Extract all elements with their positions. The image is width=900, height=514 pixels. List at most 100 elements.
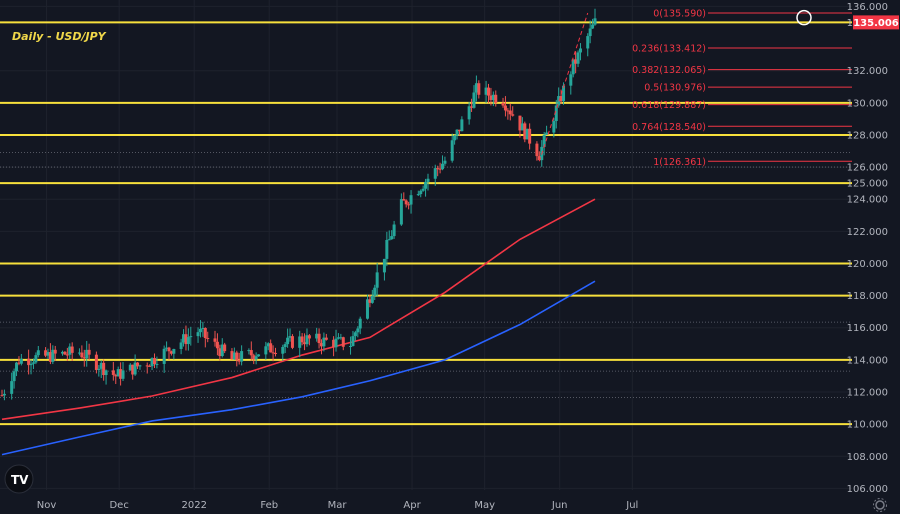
- candle-body: [182, 334, 186, 343]
- horizontal-levels: [0, 21, 852, 426]
- candle-body: [230, 351, 234, 360]
- x-tick-label: 2022: [181, 500, 206, 511]
- candle-body: [528, 128, 532, 144]
- y-tick-label: 114.000: [847, 355, 888, 366]
- fib-level-label: 0.764(128.540): [632, 122, 706, 133]
- candle-body: [358, 318, 362, 329]
- fib-level-label: 0(135.590): [653, 9, 706, 20]
- candle-body: [85, 349, 89, 359]
- candle-body: [288, 336, 292, 338]
- candle-body: [68, 346, 72, 355]
- candle-body: [477, 83, 481, 95]
- candle-body: [511, 114, 515, 116]
- candle-body: [249, 350, 253, 356]
- candle-body: [484, 87, 488, 95]
- y-tick-label: 112.000: [847, 388, 888, 399]
- candle-body: [235, 352, 239, 361]
- candle-body: [368, 299, 372, 303]
- moving-averages: [1, 198, 596, 456]
- candle-body: [373, 287, 377, 296]
- candle-body: [203, 327, 207, 339]
- candle-body: [586, 36, 590, 49]
- candle-body: [305, 335, 309, 345]
- candle-body: [576, 52, 580, 64]
- candle-body: [336, 337, 340, 339]
- candle-body: [114, 374, 118, 377]
- candle-body: [264, 346, 268, 355]
- chart-title: Daily - USD/JPY: [12, 30, 107, 43]
- candle-body: [392, 224, 396, 237]
- candle-body: [545, 132, 549, 135]
- candle-body: [237, 360, 241, 362]
- candle-body: [102, 362, 106, 376]
- candle-body: [578, 48, 582, 53]
- candle-body: [491, 94, 495, 100]
- candle-body: [87, 349, 91, 355]
- candle-body: [390, 236, 394, 240]
- candle-body: [213, 338, 217, 342]
- candle-body: [569, 74, 573, 86]
- candle-body: [82, 357, 86, 359]
- candle-body: [286, 337, 290, 345]
- candle-body: [436, 168, 440, 170]
- candle-body: [467, 106, 471, 120]
- candle-body: [247, 350, 251, 352]
- candle-body: [206, 338, 210, 340]
- candle-body: [29, 363, 33, 366]
- candle-body: [0, 395, 4, 397]
- candle-body: [34, 355, 38, 363]
- candle-body: [303, 342, 307, 345]
- fibonacci-retracement: 0(135.590) 0.236(133.412) 0.382(132.065) 0.…: [538, 9, 852, 168]
- moving-average-line: [1, 280, 596, 456]
- fib-level-label: 0.618(129.887): [632, 100, 706, 111]
- candle-body: [470, 106, 474, 108]
- candle-body: [438, 168, 442, 170]
- candle-body: [356, 328, 360, 333]
- candle-body: [385, 240, 389, 259]
- candle-body: [2, 393, 6, 396]
- candle-body: [453, 135, 457, 141]
- candle-body: [506, 110, 510, 112]
- candle-body: [387, 239, 391, 241]
- candle-body: [494, 94, 498, 103]
- candle-body: [503, 105, 507, 111]
- candle-body: [441, 163, 445, 170]
- y-tick-label: 126.000: [847, 163, 888, 174]
- settings-gear-icon[interactable]: [873, 498, 887, 512]
- candle-body: [218, 348, 222, 357]
- candle-body: [61, 351, 65, 354]
- candle-body: [128, 364, 132, 371]
- candle-body: [508, 110, 512, 115]
- candle-body: [63, 351, 67, 355]
- candle-body: [131, 364, 135, 375]
- fib-level-label: 0.382(132.065): [632, 65, 706, 76]
- y-axis: 136.000 135.006 132.000 130.000 128.000 126.0…: [847, 2, 899, 495]
- candle-body: [322, 337, 326, 347]
- candle-body: [559, 96, 563, 102]
- fib-level-label: 0.236(133.412): [632, 44, 706, 55]
- candle-body: [201, 327, 205, 329]
- candle-body: [77, 352, 81, 354]
- candle-body: [31, 362, 35, 364]
- candle-body: [450, 140, 454, 161]
- x-tick-label: May: [474, 500, 495, 511]
- candle-body: [65, 354, 69, 356]
- svg-text:TV: TV: [11, 473, 29, 487]
- candle-body: [324, 337, 328, 340]
- candle-body: [341, 337, 345, 347]
- grid: [0, 0, 852, 490]
- x-tick-label: Jun: [551, 500, 568, 511]
- candle-body: [433, 168, 437, 179]
- candle-body: [148, 365, 152, 367]
- candle-body: [283, 344, 287, 347]
- candle-body: [53, 349, 57, 354]
- candle-body: [196, 332, 200, 337]
- candle-body: [240, 351, 244, 362]
- candle-body: [353, 332, 357, 337]
- candle-body: [269, 343, 273, 353]
- y-tick-label: 125.000: [847, 179, 888, 190]
- tradingview-logo[interactable]: TV: [4, 464, 34, 494]
- candle-body: [145, 365, 149, 367]
- candle-body: [172, 349, 176, 354]
